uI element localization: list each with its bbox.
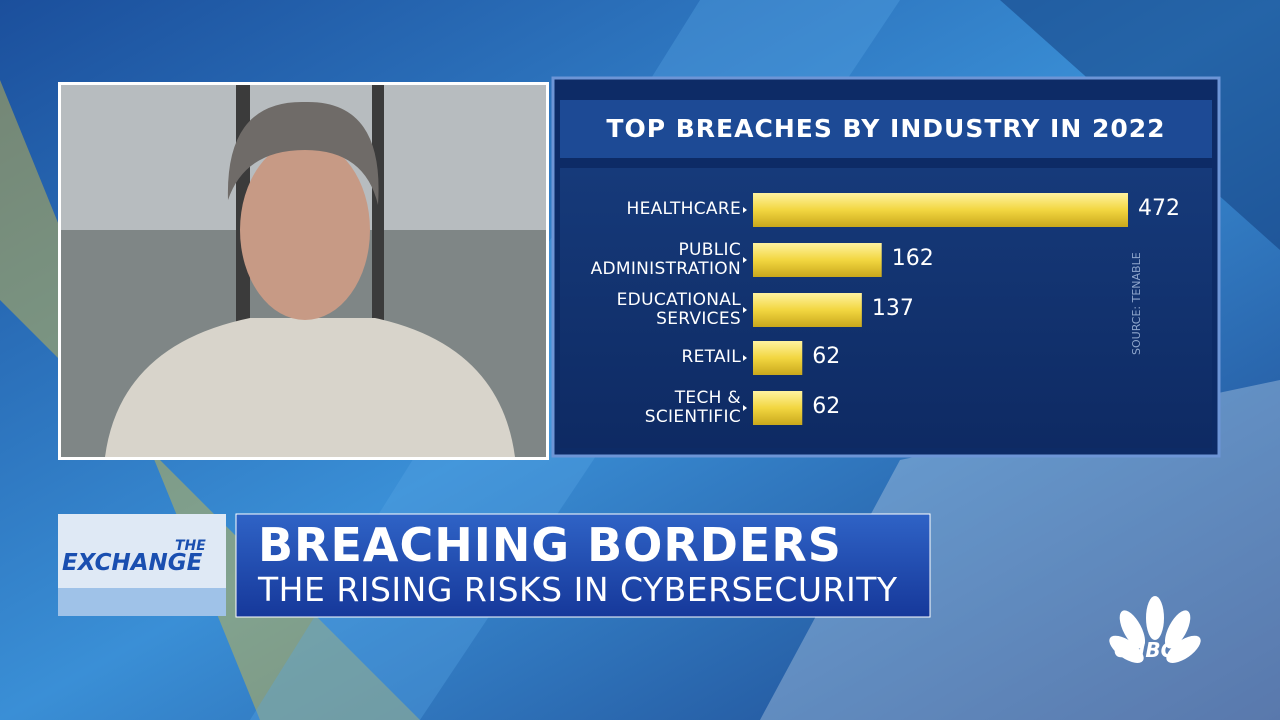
bar xyxy=(753,293,862,327)
bar xyxy=(753,193,1128,227)
category-label: TECH & SCIENTIFIC xyxy=(644,388,741,427)
category-label: HEALTHCARE xyxy=(626,199,741,219)
label-pointer xyxy=(743,257,747,263)
chart-title: TOP BREACHES BY INDUSTRY IN 2022 xyxy=(606,114,1166,143)
category-label: EDUCATIONAL SERVICES xyxy=(616,290,741,329)
label-pointer xyxy=(743,207,747,213)
label-pointer xyxy=(743,355,747,361)
source-note: SOURCE: TENABLE xyxy=(1130,252,1143,355)
bar xyxy=(753,391,803,425)
headline-box xyxy=(235,513,931,618)
subheadline: THE RISING RISKS IN CYBERSECURITY xyxy=(258,570,898,609)
headline: BREACHING BORDERS xyxy=(258,518,842,572)
value-label: 162 xyxy=(891,246,934,271)
value-label: 137 xyxy=(871,296,914,321)
network-name: CNBC xyxy=(1114,638,1176,662)
title-band xyxy=(560,100,1212,158)
logo-strip xyxy=(58,588,226,616)
category-label: RETAIL xyxy=(681,347,741,367)
value-label: 62 xyxy=(812,344,841,369)
window-frame xyxy=(372,85,384,335)
bar xyxy=(753,341,803,375)
network-logo xyxy=(1109,596,1201,663)
value-label: 62 xyxy=(812,394,841,419)
label-pointer xyxy=(743,405,747,411)
label-pointer xyxy=(743,307,747,313)
person-hair xyxy=(227,101,379,205)
logo-top: THE xyxy=(175,538,206,554)
logo-main: EXCHANGE xyxy=(62,550,203,576)
bar xyxy=(753,243,882,277)
category-label: PUBLIC ADMINISTRATION xyxy=(590,240,741,279)
person-body xyxy=(105,318,515,457)
person-head xyxy=(240,140,370,320)
value-label: 472 xyxy=(1138,196,1180,221)
